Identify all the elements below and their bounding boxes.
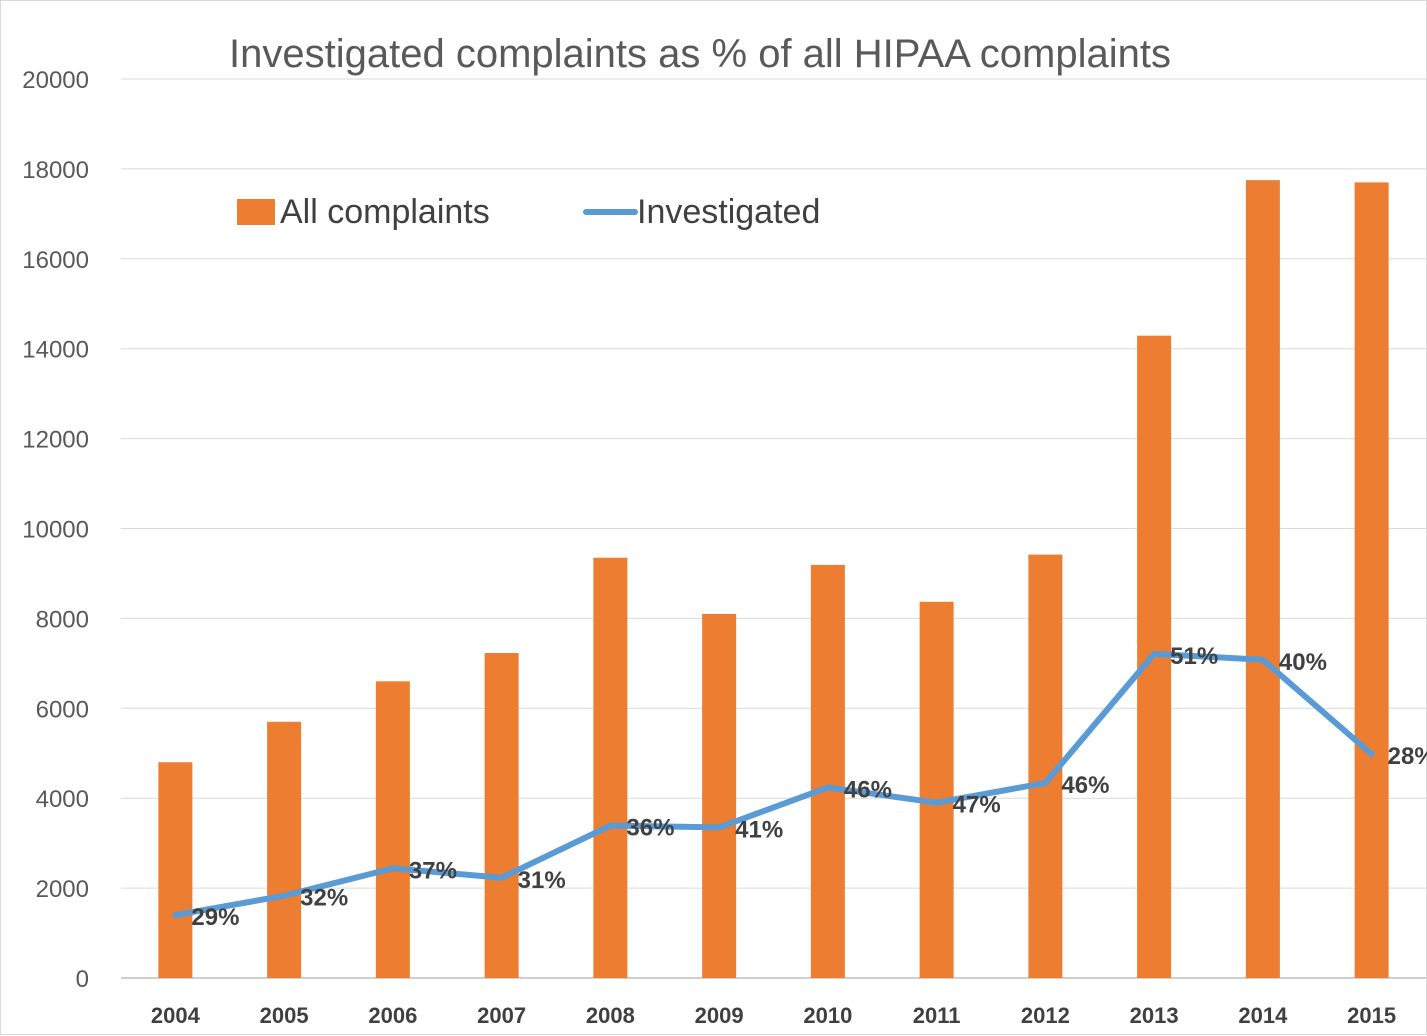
x-tick-label: 2004 (151, 1003, 201, 1028)
y-tick-label: 6000 (36, 696, 89, 723)
data-labels: 29% 32% 37% 31% 36% 41% 46% 47% 46% 51% 40% 28% (191, 643, 1427, 931)
bar-series (158, 180, 1389, 978)
line-point (500, 876, 503, 879)
bar (375, 681, 410, 978)
line-point (609, 824, 612, 827)
bar (1245, 180, 1280, 978)
y-tick-label: 0 (76, 966, 89, 993)
data-label: 41% (735, 816, 783, 843)
line-point (1044, 781, 1047, 784)
line-point (283, 894, 286, 897)
data-label: 29% (191, 904, 239, 931)
y-tick-label: 4000 (36, 786, 89, 813)
line-series (172, 650, 1375, 919)
y-tick-label: 16000 (22, 247, 89, 274)
chart-title: Investigated complaints as % of all HIPA… (229, 32, 1171, 76)
x-tick-label: 2012 (1021, 1003, 1070, 1028)
x-tick-label: 2013 (1130, 1003, 1179, 1028)
x-tick-label: 2010 (803, 1003, 852, 1028)
x-axis: 2004 2005 2006 2007 2008 2009 2010 2011 2012 2013… (151, 1003, 1396, 1028)
x-tick-label: 2008 (586, 1003, 635, 1028)
x-tick-label: 2014 (1238, 1003, 1288, 1028)
data-label: 46% (844, 776, 892, 803)
line-point (826, 786, 829, 789)
legend-swatch-all-complaints (237, 199, 275, 225)
y-tick-label: 12000 (22, 427, 89, 454)
legend-label-all-complaints: All complaints (280, 193, 490, 231)
gridlines (121, 78, 1426, 979)
x-tick-label: 2009 (695, 1003, 744, 1028)
x-tick-label: 2015 (1347, 1003, 1396, 1028)
line-point (935, 801, 938, 804)
data-label: 32% (300, 885, 348, 912)
data-label: 37% (409, 857, 457, 884)
x-tick-label: 2005 (260, 1003, 309, 1028)
data-label: 31% (518, 867, 566, 894)
data-label: 51% (1170, 643, 1218, 670)
line-point (718, 826, 721, 829)
legend: All complaints Investigated (237, 193, 820, 231)
data-label: 36% (626, 815, 674, 842)
bar (484, 653, 519, 978)
y-tick-label: 20000 (22, 67, 89, 94)
y-axis: 0 2000 4000 6000 8000 10000 12000 14000 16000 180… (22, 67, 89, 993)
bar (593, 557, 628, 978)
x-tick-label: 2006 (368, 1003, 417, 1028)
bar (919, 601, 954, 978)
y-tick-label: 10000 (22, 517, 89, 544)
line-point (174, 914, 177, 917)
data-label: 28% (1388, 743, 1427, 770)
y-tick-label: 8000 (36, 606, 89, 633)
x-tick-label: 2011 (913, 1003, 961, 1028)
line-point (1261, 658, 1264, 661)
bar (267, 721, 302, 978)
data-label: 40% (1279, 649, 1327, 676)
y-tick-label: 14000 (22, 337, 89, 364)
data-label: 47% (953, 792, 1001, 819)
line-point (391, 867, 394, 870)
bar (1354, 182, 1389, 978)
y-tick-label: 2000 (36, 876, 89, 903)
series-line-investigated (172, 650, 1375, 919)
bar (702, 613, 737, 978)
legend-label-investigated: Investigated (637, 193, 820, 231)
x-tick-label: 2007 (477, 1003, 526, 1028)
bar (158, 762, 193, 978)
line-point (1153, 652, 1156, 655)
data-label: 46% (1061, 772, 1109, 799)
y-tick-label: 18000 (22, 157, 89, 184)
line-point (1370, 753, 1373, 756)
bar (810, 564, 845, 978)
